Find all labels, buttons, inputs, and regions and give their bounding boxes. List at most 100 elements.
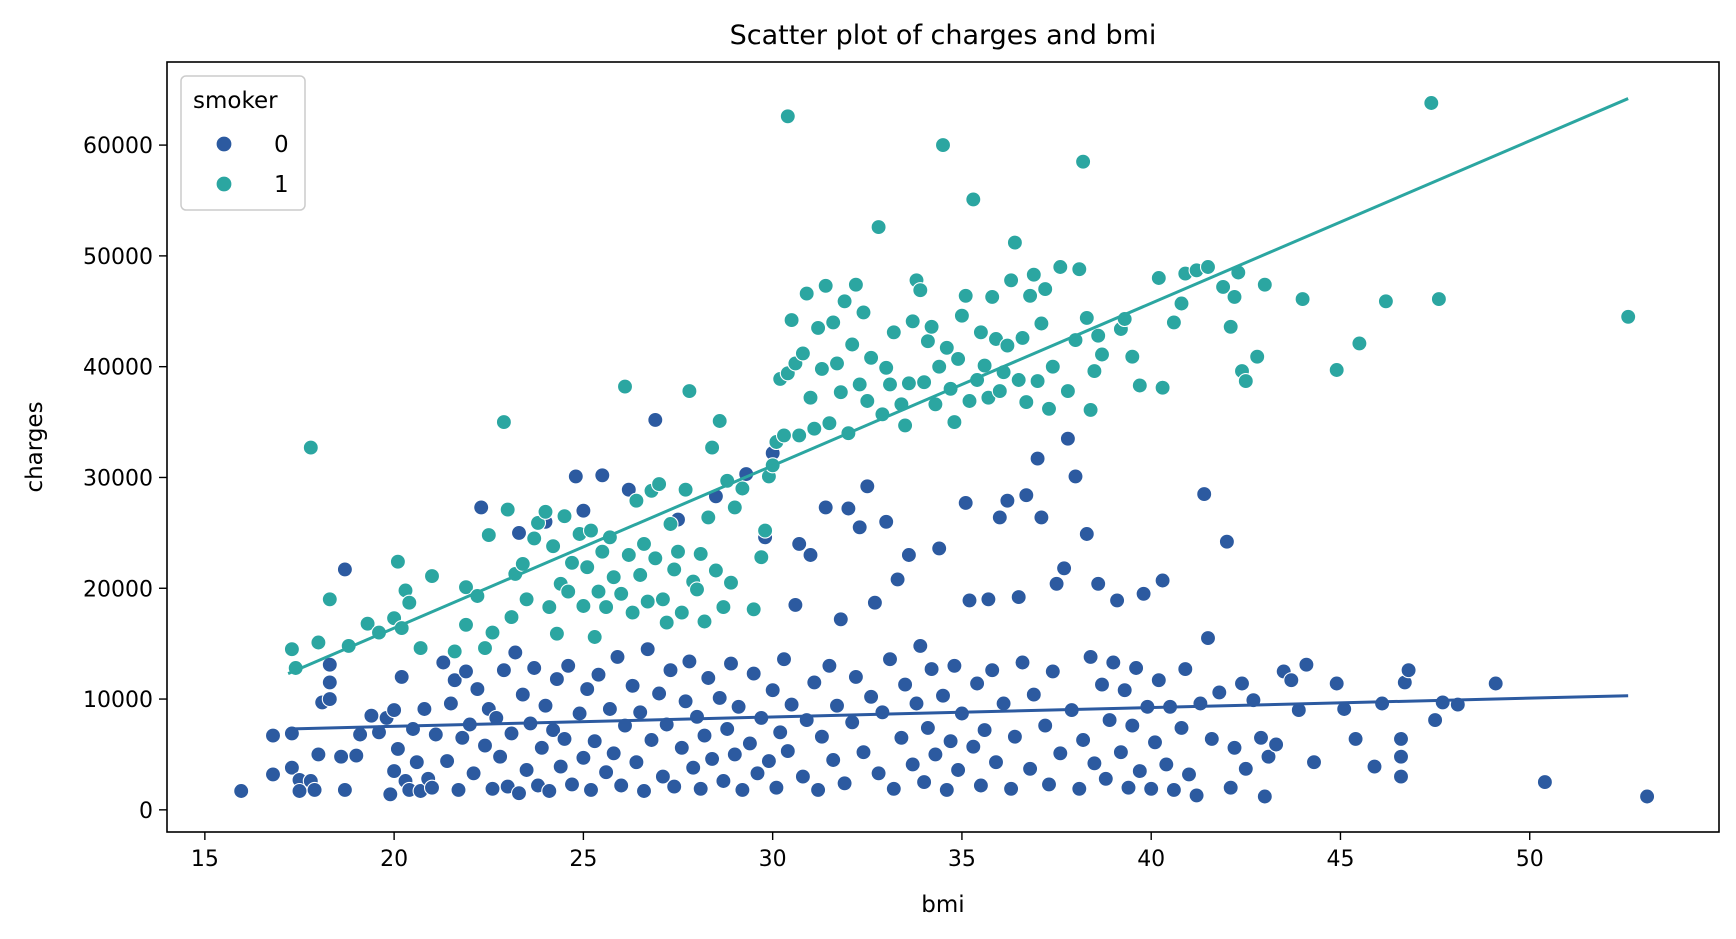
point-smoker-0 [828, 697, 846, 714]
point-smoker-0 [677, 693, 694, 710]
point-smoker-0 [533, 739, 550, 756]
point-smoker-1 [806, 420, 823, 437]
point-smoker-1 [321, 591, 338, 608]
point-smoker-1 [651, 476, 668, 493]
point-smoker-0 [1101, 712, 1118, 729]
point-smoker-0 [787, 596, 804, 613]
point-smoker-0 [908, 695, 925, 712]
point-smoker-1 [605, 569, 622, 586]
point-smoker-0 [1109, 592, 1126, 609]
point-smoker-1 [991, 383, 1008, 400]
point-smoker-0 [563, 776, 581, 793]
point-smoker-1 [825, 314, 842, 331]
point-smoker-1 [541, 599, 558, 616]
point-smoker-0 [942, 733, 959, 750]
fit-lines-layer [287, 97, 1629, 731]
point-smoker-0 [1256, 788, 1273, 805]
x-tick-label: 40 [1137, 847, 1165, 872]
point-smoker-0 [609, 648, 626, 665]
point-smoker-0 [386, 702, 403, 719]
point-smoker-0 [794, 768, 811, 785]
point-smoker-1 [707, 562, 724, 579]
point-smoker-0 [488, 709, 505, 726]
point-smoker-1 [802, 389, 819, 406]
point-smoker-0 [582, 781, 600, 798]
point-smoker-1 [704, 439, 721, 456]
point-smoker-0 [1033, 509, 1050, 526]
point-smoker-0 [927, 746, 944, 763]
point-smoker-1 [563, 554, 581, 571]
point-smoker-1 [1222, 318, 1239, 335]
point-smoker-1 [711, 412, 728, 430]
point-smoker-0 [579, 681, 596, 698]
point-smoker-0 [1048, 575, 1065, 592]
point-smoker-0 [439, 753, 456, 770]
point-smoker-0 [310, 746, 327, 763]
point-smoker-0 [980, 591, 997, 608]
point-smoker-0 [1305, 754, 1323, 771]
y-tick-label: 30000 [83, 466, 153, 491]
point-smoker-1 [844, 336, 861, 353]
point-smoker-0 [1268, 736, 1285, 753]
point-smoker-1 [1226, 288, 1243, 305]
point-smoker-1 [457, 616, 475, 633]
point-smoker-0 [393, 668, 410, 685]
point-smoker-1 [931, 358, 948, 375]
point-smoker-0 [643, 731, 660, 749]
point-smoker-1 [560, 583, 577, 600]
y-tick-label: 60000 [83, 134, 153, 159]
x-tick-label: 35 [948, 847, 976, 872]
point-smoker-0 [514, 686, 531, 703]
point-smoker-0 [613, 777, 630, 794]
point-smoker-0 [1037, 717, 1054, 734]
point-smoker-0 [931, 540, 948, 557]
point-smoker-0 [647, 411, 664, 428]
point-smoker-0 [264, 727, 282, 744]
point-smoker-1 [828, 355, 846, 372]
legend: smoker 0 1 [180, 75, 306, 211]
point-smoker-1 [1040, 400, 1058, 417]
point-smoker-0 [741, 735, 758, 752]
point-smoker-1 [726, 499, 743, 516]
point-smoker-1 [832, 384, 849, 401]
point-smoker-0 [889, 571, 906, 588]
point-smoker-0 [639, 641, 656, 658]
point-smoker-0 [810, 781, 827, 798]
point-smoker-0 [1010, 589, 1027, 606]
point-smoker-0 [306, 781, 323, 798]
point-smoker-1 [677, 481, 694, 498]
point-smoker-1 [1086, 363, 1103, 380]
point-smoker-0 [233, 782, 250, 800]
point-smoker-0 [632, 704, 649, 721]
point-smoker-1 [900, 375, 917, 392]
point-smoker-1 [1154, 379, 1171, 396]
point-smoker-0 [995, 695, 1012, 712]
point-smoker-1 [870, 219, 887, 236]
point-smoker-1 [628, 492, 645, 509]
point-smoker-1 [923, 318, 940, 335]
point-smoker-0 [1165, 781, 1182, 798]
point-smoker-0 [817, 499, 834, 516]
point-smoker-0 [382, 786, 399, 803]
legend-title: smoker [193, 88, 278, 114]
point-smoker-0 [923, 661, 940, 678]
point-smoker-0 [1298, 656, 1315, 673]
point-smoker-0 [844, 714, 861, 731]
point-smoker-0 [1071, 780, 1088, 797]
point-smoker-0 [768, 779, 785, 796]
point-smoker-1 [503, 609, 520, 626]
x-tick-label: 20 [380, 847, 408, 872]
point-smoker-1 [556, 508, 573, 525]
point-smoker-0 [1192, 695, 1209, 712]
point-smoker-0 [1056, 560, 1073, 577]
point-smoker-1 [1249, 348, 1266, 365]
point-smoker-0 [336, 561, 353, 578]
point-smoker-0 [1143, 780, 1160, 797]
point-smoker-1 [457, 579, 475, 596]
point-smoker-0 [893, 729, 910, 746]
point-smoker-0 [435, 654, 452, 671]
point-smoker-0 [688, 708, 706, 725]
point-smoker-0 [321, 691, 338, 708]
point-smoker-0 [1093, 676, 1111, 693]
point-smoker-0 [1226, 739, 1243, 756]
